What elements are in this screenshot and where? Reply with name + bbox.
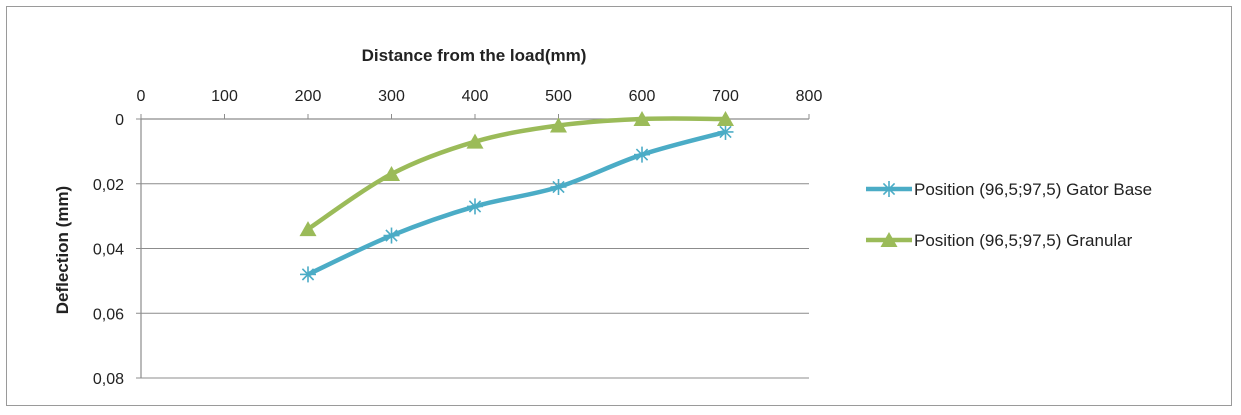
data-point	[300, 266, 316, 283]
axes	[136, 114, 810, 379]
y-axis-title: Deflection (mm)	[53, 186, 72, 314]
x-tick-label: 700	[712, 88, 739, 105]
legend-item-2: Position (96,5;97,5) Granular	[866, 231, 1133, 250]
series-group	[299, 111, 734, 283]
data-point	[550, 117, 567, 133]
y-tick-label: 0	[115, 112, 124, 129]
data-point	[634, 146, 650, 163]
x-tick-labels: 0 100 200 300 400 500 600 700 800	[137, 88, 823, 105]
data-point	[383, 166, 400, 182]
x-tick-label: 600	[629, 88, 656, 105]
legend-label: Position (96,5;97,5) Gator Base	[914, 180, 1152, 199]
x-tick-label: 100	[211, 88, 238, 105]
y-tick-label: 0,02	[93, 177, 124, 194]
legend: Position (96,5;97,5) Gator Base Position …	[866, 180, 1152, 250]
y-tick-label: 0,04	[93, 242, 124, 259]
data-point	[467, 198, 483, 215]
legend-marker	[880, 232, 898, 247]
series-1	[300, 123, 734, 283]
data-point	[717, 111, 734, 126]
legend-label: Position (96,5;97,5) Granular	[914, 231, 1133, 250]
series-2	[299, 111, 734, 237]
chart-frame	[6, 6, 1232, 406]
legend-marker	[881, 181, 897, 197]
x-axis-title: Distance from the load(mm)	[362, 46, 587, 65]
y-tick-label: 0,06	[93, 306, 124, 323]
x-tick-label: 0	[137, 88, 146, 105]
x-tick-label: 500	[545, 88, 572, 105]
x-tick-label: 800	[796, 88, 823, 105]
series-line	[307, 129, 727, 277]
data-point	[383, 227, 400, 244]
y-tick-label: 0,08	[93, 371, 124, 388]
data-point	[299, 221, 317, 237]
y-tick-labels: 0 0,02 0,04 0,06 0,08	[93, 112, 124, 388]
data-point	[466, 133, 484, 149]
data-point	[550, 178, 567, 195]
gridlines	[141, 183, 809, 379]
x-tick-label: 400	[462, 88, 489, 105]
data-point	[717, 123, 734, 140]
series-line	[306, 116, 726, 231]
x-tick-label: 200	[295, 88, 322, 105]
data-point	[633, 111, 651, 126]
legend-item-1: Position (96,5;97,5) Gator Base	[866, 180, 1152, 199]
x-tick-label: 300	[378, 88, 405, 105]
